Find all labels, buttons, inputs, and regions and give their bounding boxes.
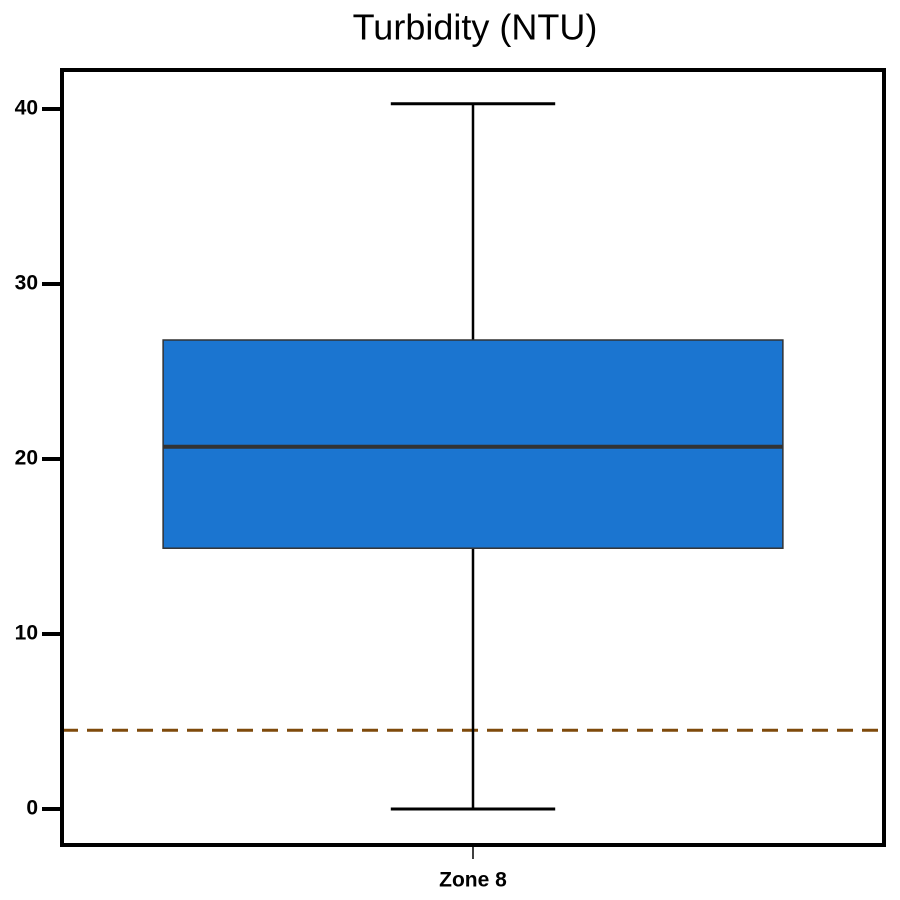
y-tick-label: 10 — [15, 622, 38, 645]
y-tick-label: 0 — [26, 797, 38, 820]
chart-title: Turbidity (NTU) — [353, 7, 598, 48]
plot-frame — [60, 68, 886, 847]
box — [162, 339, 784, 549]
y-tick-label: 30 — [15, 272, 38, 295]
y-tick-label: 20 — [15, 447, 38, 470]
y-tick-label: 40 — [15, 97, 38, 120]
x-tick-label: Zone 8 — [439, 869, 507, 892]
